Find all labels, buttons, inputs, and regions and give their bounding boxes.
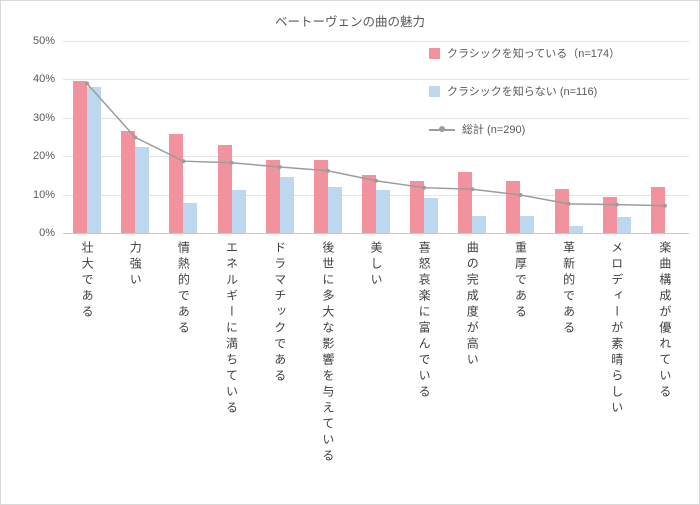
bar-known-classic	[73, 81, 88, 233]
bar-known-classic	[410, 180, 425, 233]
category-label: 後世に多大な影響を与えている	[320, 241, 335, 465]
legend-label: クラシックを知っている（n=174）	[447, 48, 621, 60]
bar-known-classic	[458, 171, 473, 233]
bar-unknown-classic	[135, 146, 150, 233]
line-marker	[325, 168, 330, 173]
bar-unknown-classic	[424, 198, 439, 233]
bar-known-classic	[650, 187, 665, 233]
category-label: エネルギーに満ちている	[224, 241, 239, 417]
bar-unknown-classic	[616, 216, 631, 233]
line-marker	[229, 160, 234, 165]
category-label: 革新的である	[561, 241, 576, 337]
legend-item: クラシックを知っている（n=174）	[429, 45, 620, 61]
total-line	[85, 81, 667, 208]
bar-unknown-classic	[472, 215, 487, 233]
line-marker	[374, 178, 378, 183]
category-label: 美しい	[369, 241, 383, 289]
category-label: 重厚である	[513, 241, 528, 321]
line-marker	[277, 164, 282, 169]
legend-item: 総計 (n=290)	[429, 121, 620, 137]
category-label: ドラマチックである	[272, 241, 287, 385]
bar-known-classic	[602, 196, 617, 233]
bar-unknown-classic	[231, 190, 246, 233]
category-label: 壮大である	[80, 241, 95, 321]
bar-known-classic	[362, 174, 376, 233]
legend-label: 総計 (n=290)	[462, 124, 526, 136]
line-marker	[133, 135, 138, 140]
bar-unknown-classic	[183, 202, 198, 233]
y-axis-label: 40%	[32, 73, 55, 86]
line-marker	[518, 192, 523, 197]
line-marker	[566, 201, 571, 206]
category-label: 情熱的である	[176, 241, 191, 337]
bar-unknown-classic	[279, 177, 294, 233]
plot-area	[63, 41, 689, 234]
bar-known-classic	[169, 133, 184, 233]
gridline	[63, 41, 689, 42]
y-axis-label: 0%	[39, 227, 55, 239]
gridline	[63, 117, 689, 119]
bar-unknown-classic	[87, 87, 102, 233]
y-axis-label: 10%	[32, 188, 55, 201]
y-axis-label: 30%	[32, 111, 55, 124]
bar-unknown-classic	[327, 186, 342, 233]
y-axis-label: 50%	[32, 35, 55, 47]
line-marker	[181, 159, 186, 164]
chart-title: ベートーヴェンの曲の魅力	[274, 15, 425, 29]
legend-item: クラシックを知らない (n=116)	[429, 83, 620, 99]
gridline	[63, 156, 689, 158]
legend-label: クラシックを知らない (n=116)	[447, 86, 598, 98]
legend-swatch	[429, 47, 440, 59]
category-label: 喜怒哀楽に富んでいる	[417, 241, 432, 401]
category-label: 楽曲構成が優れている	[657, 241, 672, 401]
category-label: 曲の完成度が高い	[465, 241, 480, 369]
bar-known-classic	[313, 160, 328, 233]
bar-known-classic	[217, 144, 232, 233]
bar-unknown-classic	[568, 225, 583, 233]
legend-line-marker	[429, 124, 455, 135]
bar-unknown-classic	[520, 215, 535, 233]
y-axis-label: 20%	[32, 150, 55, 163]
line-marker	[422, 185, 427, 190]
legend: クラシックを知っている（n=174） クラシックを知らない (n=116) 総計 (…	[429, 45, 620, 159]
bar-unknown-classic	[376, 190, 390, 233]
line-marker	[662, 203, 667, 208]
category-label: 力強い	[128, 241, 143, 289]
category-label: メロディーが素晴らしい	[609, 241, 624, 417]
line-marker	[470, 187, 475, 192]
legend-swatch	[429, 85, 440, 97]
gridline	[63, 79, 689, 81]
line-marker	[614, 202, 619, 207]
bar-known-classic	[121, 131, 136, 233]
bar-known-classic	[265, 160, 280, 233]
line-marker	[85, 81, 90, 86]
bar-known-classic	[554, 189, 569, 233]
